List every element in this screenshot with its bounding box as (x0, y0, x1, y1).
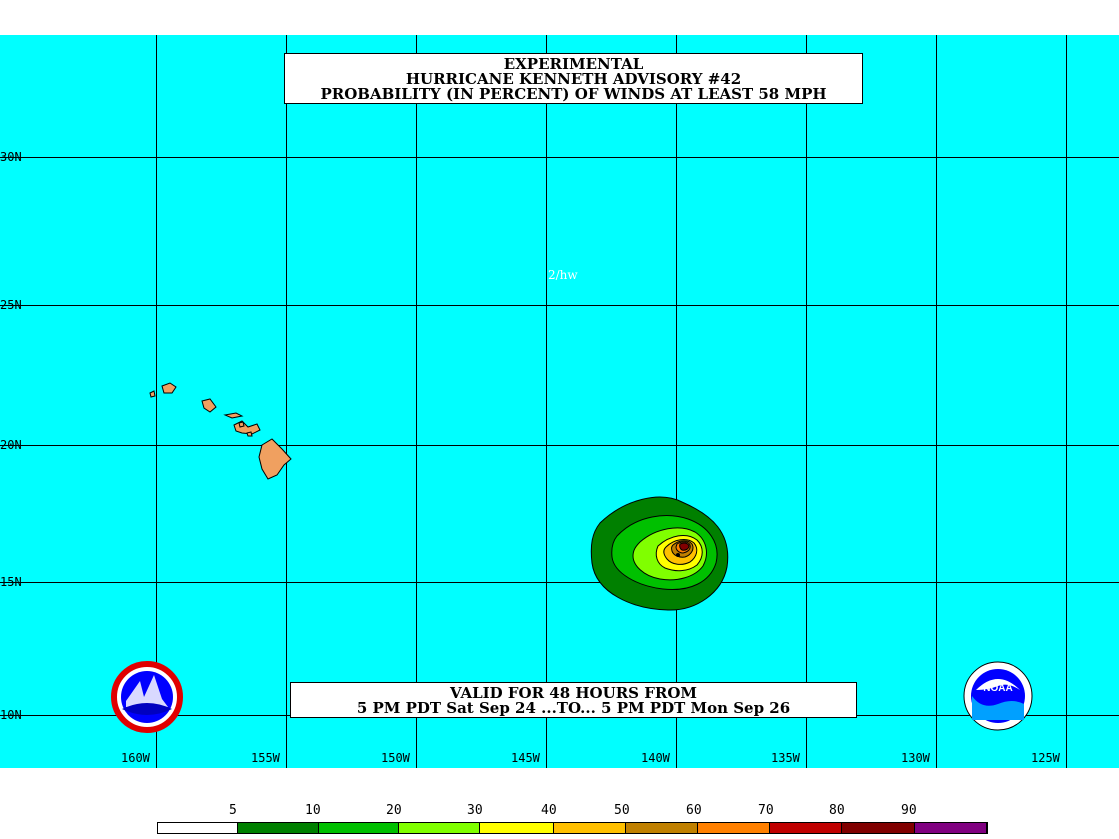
legend-label: 5 (229, 803, 237, 818)
lat-label-30n: 30N (0, 150, 22, 164)
valid-line-2: 5 PM PDT Sat Sep 24 ...TO... 5 PM PDT Mo… (356, 699, 791, 717)
forecaster-initials: 2/hw (548, 268, 578, 282)
legend-label: 20 (386, 803, 402, 818)
storm-center-dot (676, 553, 680, 557)
island-kahoolawe (246, 431, 253, 437)
gridline-15n (0, 582, 1119, 583)
lon-label-150w: 150W (381, 751, 410, 765)
gridline-150w (416, 35, 417, 768)
gridline-155w (286, 35, 287, 768)
gridline-125w (1066, 35, 1067, 768)
legend-swatch (626, 823, 698, 833)
gridline-25n (0, 305, 1119, 306)
island-kauai (161, 382, 177, 394)
legend-swatch (158, 823, 238, 833)
island-molokai (223, 412, 244, 419)
gridline-130w (936, 35, 937, 768)
lon-label-145w: 145W (511, 751, 540, 765)
island-oahu (201, 398, 217, 413)
legend-swatch (842, 823, 915, 833)
gridline-20n (0, 445, 1119, 446)
title-line-3: PROBABILITY (IN PERCENT) OF WINDS AT LEA… (320, 85, 827, 103)
island-hawaii (258, 438, 292, 480)
legend-label: 70 (758, 803, 774, 818)
gridline-30n (0, 157, 1119, 158)
island-maui (233, 420, 261, 435)
legend-label: 90 (901, 803, 917, 818)
legend-label: 60 (686, 803, 702, 818)
valid-period-box: VALID FOR 48 HOURS FROM 5 PM PDT Sat Sep… (290, 682, 857, 718)
noaa-logo-text: NOAA (983, 683, 1012, 694)
legend-label: 30 (467, 803, 483, 818)
legend-colorbar (157, 822, 988, 834)
lon-label-125w: 125W (1031, 751, 1060, 765)
gridline-135w (806, 35, 807, 768)
legend-label: 50 (614, 803, 630, 818)
lat-label-25n: 25N (0, 298, 22, 312)
lon-label-140w: 140W (641, 751, 670, 765)
lon-label-155w: 155W (251, 751, 280, 765)
gridline-145w (546, 35, 547, 768)
map-area (0, 35, 1119, 768)
island-lanai (238, 421, 245, 428)
title-line-2: HURRICANE KENNETH ADVISORY #42 (405, 70, 742, 88)
legend-swatch (319, 823, 399, 833)
lon-label-160w: 160W (121, 751, 150, 765)
noaa-logo: NOAA (963, 661, 1033, 731)
title-box: EXPERIMENTAL HURRICANE KENNETH ADVISORY … (284, 53, 863, 104)
legend-swatch (770, 823, 842, 833)
legend-swatch (554, 823, 626, 833)
contour-70-80 (679, 542, 690, 551)
map-overlay (149, 382, 729, 611)
lon-label-130w: 130W (901, 751, 930, 765)
gridline-160w (156, 35, 157, 768)
lat-label-10n: 10N (0, 708, 22, 722)
gridline-140w (676, 35, 677, 768)
legend-swatch (238, 823, 319, 833)
legend-swatch (399, 823, 480, 833)
legend-label: 40 (541, 803, 557, 818)
title-line-1: EXPERIMENTAL (503, 55, 644, 73)
legend-swatch (480, 823, 554, 833)
probability-contours (590, 496, 729, 611)
nws-logo (111, 661, 183, 733)
legend-swatch (915, 823, 987, 833)
legend-swatch (698, 823, 770, 833)
island-niihau (149, 390, 156, 398)
lat-label-15n: 15N (0, 575, 22, 589)
valid-line-1: VALID FOR 48 HOURS FROM (449, 684, 698, 702)
legend-label: 10 (305, 803, 321, 818)
lon-label-135w: 135W (771, 751, 800, 765)
legend-label: 80 (829, 803, 845, 818)
hawaiian-islands (149, 382, 292, 480)
lat-label-20n: 20N (0, 438, 22, 452)
